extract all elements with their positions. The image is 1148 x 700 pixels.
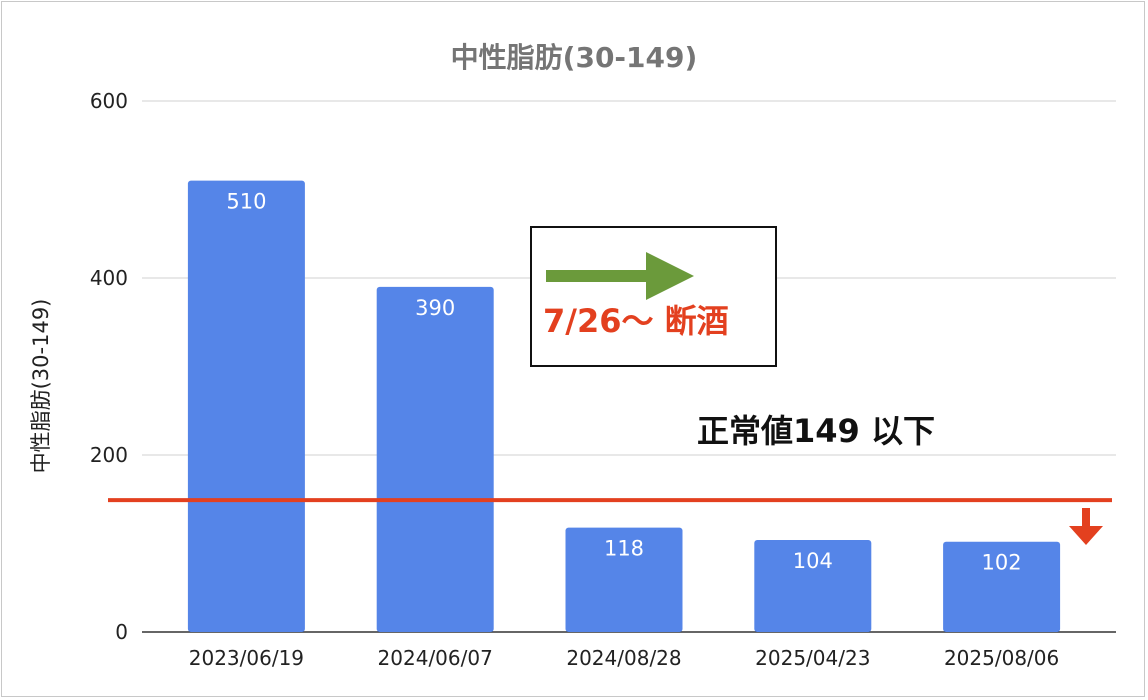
down-arrow-icon (1069, 526, 1103, 545)
chart-title: 中性脂肪(30-149) (450, 41, 698, 74)
y-tick-label: 200 (90, 443, 128, 467)
bar (187, 180, 305, 632)
x-tick-label: 2025/04/23 (755, 646, 870, 670)
abstinence-annotation-text: 7/26～ 断酒 (543, 302, 729, 340)
bar-data-label: 104 (793, 549, 833, 573)
x-tick-label: 2024/08/28 (566, 646, 681, 670)
bar (565, 527, 683, 632)
down-arrow-icon (1082, 508, 1090, 526)
x-tick-label: 2023/06/19 (189, 646, 304, 670)
bar-data-label: 390 (415, 296, 455, 320)
y-tick-label: 0 (115, 620, 128, 644)
bar-data-label: 118 (604, 537, 644, 561)
x-tick-label: 2024/06/07 (378, 646, 493, 670)
bar-data-label: 102 (982, 551, 1022, 575)
bar (943, 541, 1061, 632)
y-tick-label: 600 (90, 89, 128, 113)
green-arrow-icon (546, 252, 694, 300)
bar (376, 286, 494, 632)
x-tick-label: 2025/08/06 (944, 646, 1059, 670)
bar-data-label: 510 (226, 190, 266, 214)
y-tick-label: 400 (90, 266, 128, 290)
normal-range-annotation: 正常値149 以下 (697, 412, 935, 450)
bar (754, 539, 872, 632)
abstinence-annotation-box (530, 226, 777, 367)
